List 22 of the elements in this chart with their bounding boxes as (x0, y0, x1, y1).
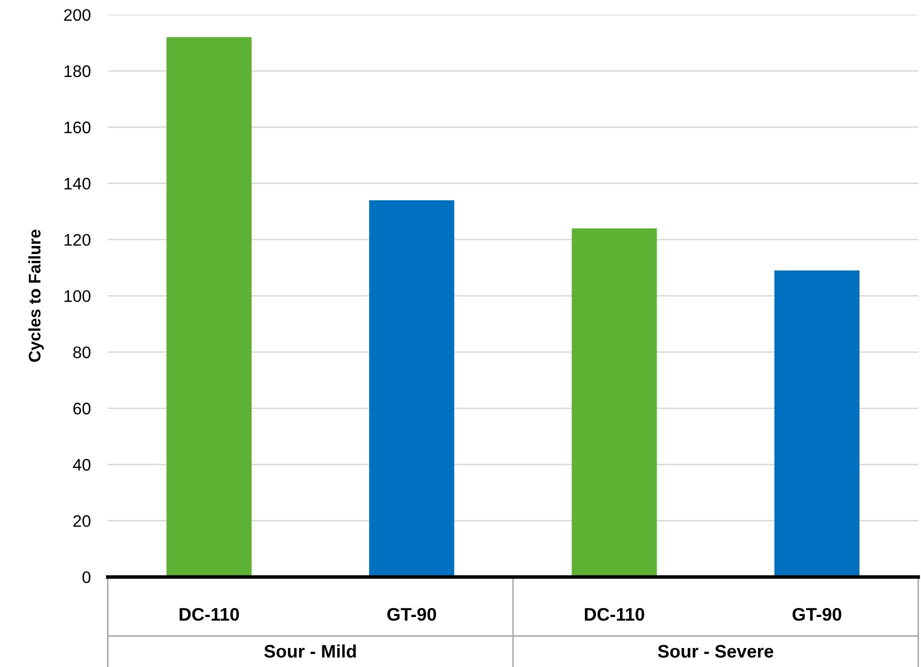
y-tick-label: 160 (64, 122, 90, 134)
text: Sour - Mild (264, 644, 356, 658)
y-tick-label: 200 (64, 9, 90, 21)
text: Sour - Severe (658, 644, 774, 658)
y-axis-title: Cycles to Failure (28, 230, 44, 362)
x-tick-label: GT-90 (792, 608, 842, 621)
y-tick-label: 120 (64, 234, 90, 246)
bar (369, 200, 454, 577)
bar (166, 37, 252, 577)
bar (774, 270, 860, 577)
y-tick-label: 100 (64, 290, 90, 302)
y-tick-label: 60 (73, 402, 90, 414)
x-tick-label: GT-90 (387, 608, 436, 621)
y-tick-label: 140 (64, 178, 90, 190)
x-tick-label: DC-110 (180, 608, 239, 621)
y-tick-label: 0 (82, 571, 90, 584)
y-tick-label: 80 (73, 346, 90, 358)
x-tick-label: DC-110 (584, 608, 644, 621)
y-tick-label: 40 (72, 458, 90, 471)
y-tick-label: 180 (64, 65, 90, 78)
bar (572, 228, 657, 577)
y-tick-label: 20 (73, 515, 90, 527)
